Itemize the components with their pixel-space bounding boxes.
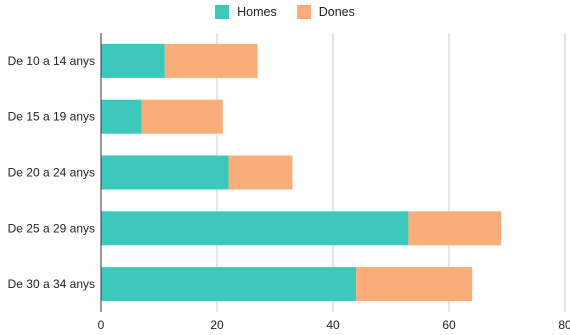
bars [101, 43, 502, 302]
y-tick-label: De 10 a 14 anys [8, 54, 95, 68]
y-tick-label: De 30 a 34 anys [8, 277, 95, 291]
y-tick-label: De 20 a 24 anys [8, 166, 95, 180]
bar-dones [141, 99, 223, 134]
legend-label-homes: Homes [237, 5, 277, 19]
bar-homes [101, 99, 142, 134]
bar-dones [356, 267, 473, 302]
x-tick-label: 0 [98, 318, 105, 332]
bar-homes [101, 43, 165, 78]
axes: 0 20 40 60 80 De 10 a 14 anys De 15 a 19 anys D… [8, 33, 570, 332]
bar-homes [101, 211, 409, 246]
x-tick-label: 60 [442, 318, 456, 332]
bar-dones [228, 155, 293, 190]
legend: Homes Dones [0, 5, 570, 19]
legend-swatch-homes [215, 5, 230, 19]
legend-item-homes[interactable]: Homes [215, 5, 277, 19]
y-tick-label: De 25 a 29 anys [8, 221, 95, 235]
bar-homes [101, 155, 229, 190]
legend-item-dones[interactable]: Dones [296, 5, 355, 19]
legend-swatch-dones [296, 5, 311, 19]
bar-homes [101, 267, 357, 302]
y-tick-label: De 15 a 19 anys [8, 110, 95, 124]
x-tick-label: 40 [326, 318, 340, 332]
grid-lines [216, 33, 566, 312]
legend-label-dones: Dones [318, 5, 355, 19]
bar-dones [408, 211, 502, 246]
bar-dones [164, 43, 258, 78]
x-tick-label: 20 [210, 318, 224, 332]
x-tick-label: 80 [558, 318, 570, 332]
